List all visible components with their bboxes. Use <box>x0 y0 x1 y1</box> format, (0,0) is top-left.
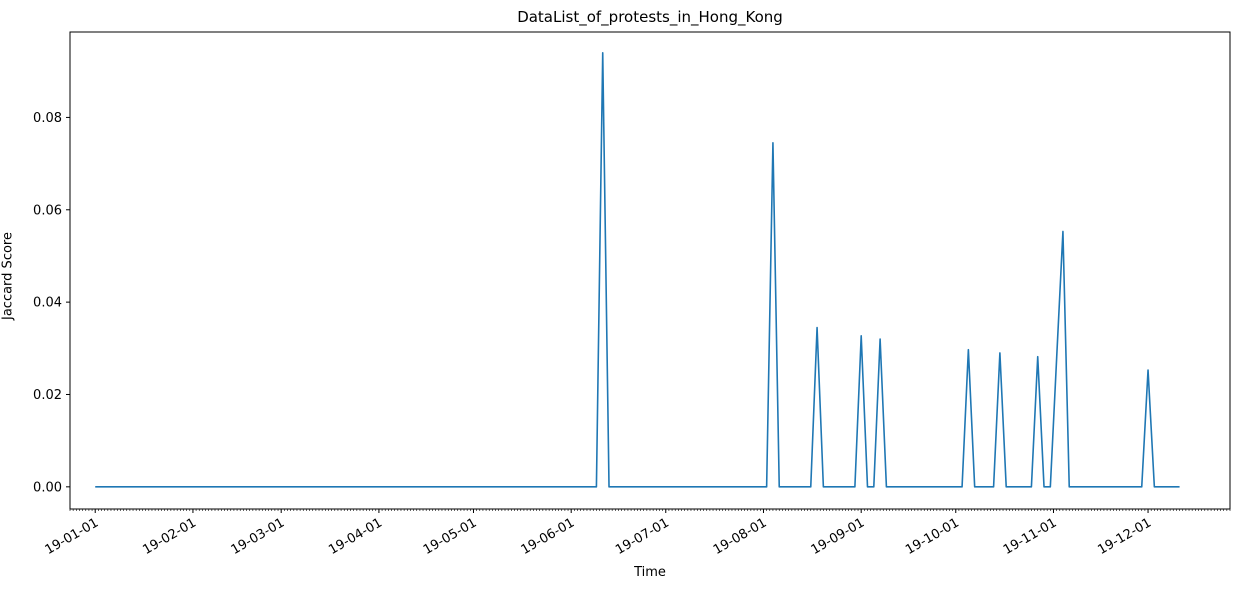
x-tick-label-0: 19-01-01 <box>43 515 102 557</box>
plot-frame <box>69 31 1231 510</box>
x-tick-label-4: 19-05-01 <box>421 515 480 557</box>
x-tick-label-10: 19-11-01 <box>1001 515 1060 557</box>
series-line-0 <box>95 51 1180 488</box>
x-tick-label-11: 19-12-01 <box>1095 515 1154 557</box>
x-tick-label-8: 19-09-01 <box>809 515 868 557</box>
y-tick-label-2: 0.04 <box>33 296 62 311</box>
x-tick-label-2: 19-03-01 <box>229 515 288 557</box>
chart-title: DataList_of_protests_in_Hong_Kong <box>517 8 783 26</box>
plot-area <box>95 51 1180 488</box>
x-tick-label-1: 19-02-01 <box>140 515 199 557</box>
y-tick-label-0: 0.00 <box>33 480 62 495</box>
x-tick-label-6: 19-07-01 <box>613 515 672 557</box>
x-minor-ticks <box>69 509 1231 511</box>
y-tick-label-4: 0.08 <box>33 111 62 126</box>
x-tick-label-3: 19-04-01 <box>326 515 385 557</box>
x-tick-label-5: 19-06-01 <box>519 515 578 557</box>
x-tick-label-7: 19-08-01 <box>711 515 770 557</box>
x-tick-label-9: 19-10-01 <box>903 515 962 557</box>
x-axis-label: Time <box>634 565 666 580</box>
y-tick-label-1: 0.02 <box>33 388 62 403</box>
y-tick-label-3: 0.06 <box>33 203 62 218</box>
